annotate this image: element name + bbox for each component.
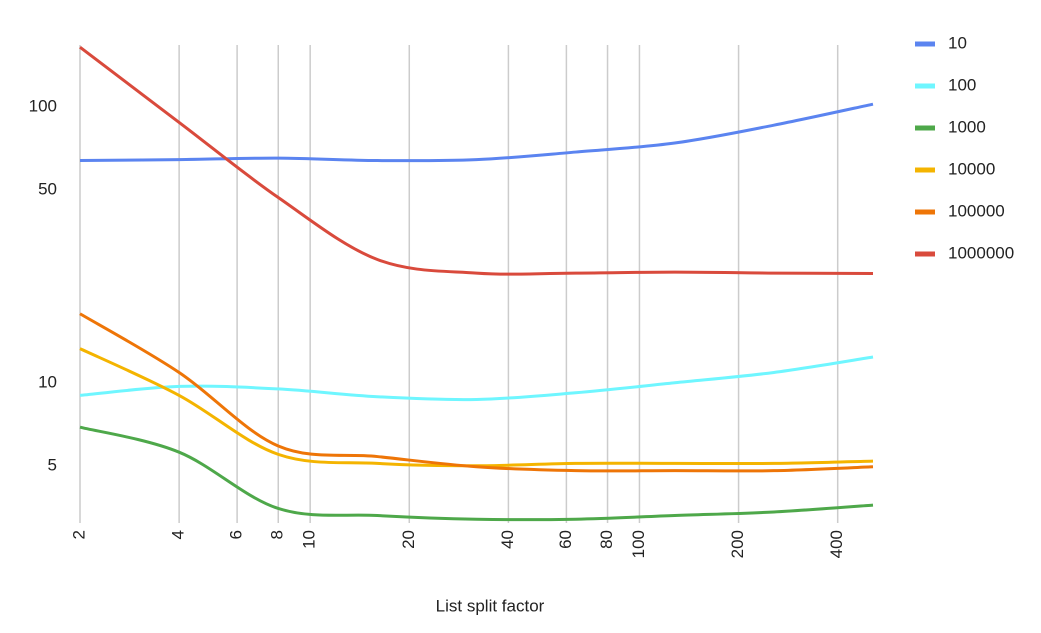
x-tick-label: 40 [498,530,517,549]
x-tick-label: 2 [69,530,88,539]
legend-label: 10 [948,33,967,52]
legend-label: 100000 [948,201,1005,220]
x-tick-label: 60 [556,530,575,549]
legend-label: 1000000 [948,243,1014,262]
series-line [79,312,874,473]
series-line [79,355,874,402]
x-tick-label: 200 [728,530,747,558]
legend-label: 100 [948,75,976,94]
x-tick-label: 10 [300,530,319,549]
y-tick-label: 50 [38,180,57,199]
series-line [79,102,874,163]
y-tick-label: 5 [48,455,57,474]
series-line [79,45,874,276]
x-tick-label: 100 [629,530,648,558]
legend-label: 1000 [948,117,986,136]
series-line [79,425,874,522]
x-tick-label: 400 [827,530,846,558]
series-line [79,347,874,468]
y-tick-label: 100 [29,97,57,116]
x-tick-label: 8 [268,530,287,539]
x-tick-label: 80 [597,530,616,549]
y-tick-label: 10 [38,372,57,391]
x-tick-label: 20 [399,530,418,549]
legend-label: 10000 [948,159,995,178]
x-tick-label: 4 [169,530,188,539]
x-axis-label: List split factor [436,596,545,615]
x-tick-label: 6 [227,530,246,539]
